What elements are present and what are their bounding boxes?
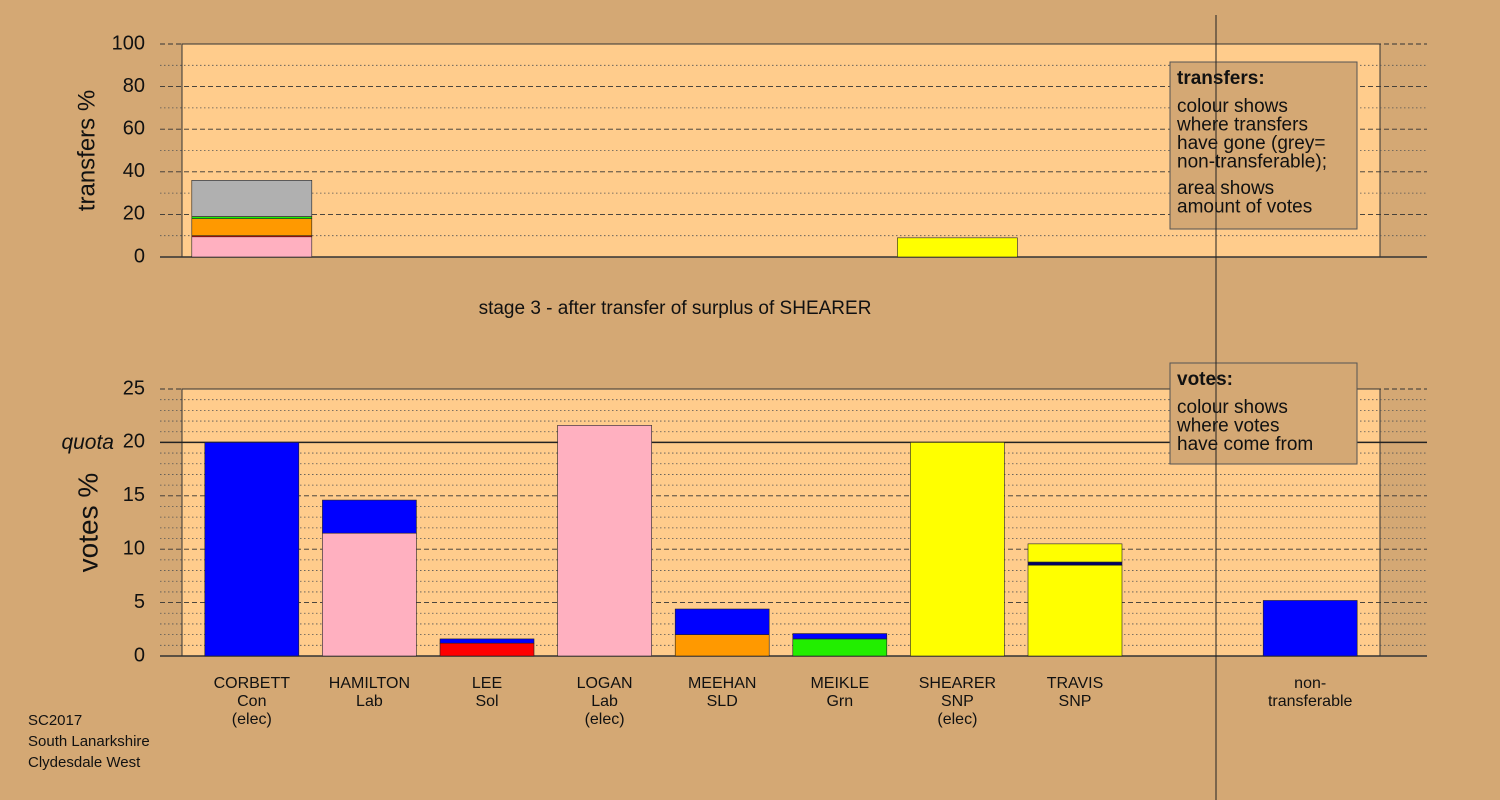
- y-tick-label: 0: [134, 245, 145, 267]
- x-tick-label: MEIKLE: [810, 675, 869, 692]
- y-tick-label: 10: [123, 537, 145, 559]
- x-tick-label: transferable: [1268, 693, 1353, 710]
- y-tick-label: 40: [123, 160, 145, 182]
- x-tick-label: non-: [1294, 675, 1326, 692]
- legend-box: [1169, 61, 1358, 230]
- legend-text: colour shows: [1177, 397, 1288, 418]
- bar-segment: [674, 608, 770, 635]
- bar-segment: [191, 218, 313, 237]
- x-tick-label: LEE: [472, 675, 502, 692]
- x-tick-label: SNP: [1059, 693, 1092, 710]
- x-tick-label: CORBETT: [214, 675, 291, 692]
- bar-segment: [557, 425, 652, 657]
- legend-text: colour shows: [1177, 96, 1288, 117]
- y-tick-label: 20: [123, 203, 145, 225]
- legend-text: amount of votes: [1177, 197, 1312, 218]
- y-axis-label: votes %: [72, 473, 103, 573]
- y-tick-label: 15: [123, 484, 145, 506]
- x-tick-label: Con: [237, 693, 266, 710]
- legend-text: where transfers: [1176, 115, 1308, 136]
- y-tick-label: 25: [123, 377, 145, 399]
- legend-text: have come from: [1177, 434, 1313, 455]
- stage-label: stage 3 - after transfer of surplus of S…: [479, 298, 872, 319]
- x-tick-label: SNP: [941, 693, 974, 710]
- x-tick-label: (elec): [937, 711, 977, 728]
- bar-segment: [792, 638, 888, 657]
- y-tick-label: 0: [134, 644, 145, 666]
- legend-title: transfers:: [1177, 68, 1265, 89]
- x-tick-label: LOGAN: [577, 675, 633, 692]
- x-tick-label: SHEARER: [919, 675, 996, 692]
- footer: South Lanarkshire: [28, 733, 150, 750]
- bar-segment: [1027, 564, 1123, 657]
- footer: SC2017: [28, 712, 82, 729]
- bar-segment: [1262, 600, 1358, 657]
- x-tick-label: SLD: [707, 693, 738, 710]
- bar-segment: [792, 633, 888, 640]
- bar-segment: [674, 634, 770, 657]
- y-axis-label: transfers %: [73, 90, 100, 211]
- x-tick-label: Lab: [591, 693, 618, 710]
- y-tick-label: 20: [123, 431, 145, 453]
- bar-segment: [439, 638, 535, 644]
- y-tick-label: 80: [123, 75, 145, 97]
- bar-segment: [1027, 561, 1123, 566]
- bar-segment: [1027, 543, 1123, 563]
- bar-segment: [439, 642, 535, 657]
- bar-segment: [910, 442, 1005, 657]
- bar-segment: [204, 442, 300, 657]
- x-tick-label: Lab: [356, 693, 383, 710]
- bar-segment: [897, 237, 1018, 258]
- legend-box: [1169, 362, 1358, 465]
- footer: Clydesdale West: [28, 754, 141, 771]
- bar-segment: [191, 216, 313, 219]
- bar-segment: [191, 180, 313, 217]
- bar-segment: [322, 532, 417, 657]
- legend-text: where votes: [1176, 416, 1279, 437]
- quota-label: quota: [61, 431, 114, 454]
- x-tick-label: Sol: [475, 693, 498, 710]
- x-tick-label: (elec): [232, 711, 272, 728]
- legend-text: have gone (grey=: [1177, 133, 1325, 154]
- bar-segment: [322, 499, 417, 534]
- y-tick-label: 60: [123, 117, 145, 139]
- legend-text: non-transferable);: [1177, 152, 1327, 173]
- x-tick-label: MEEHAN: [688, 675, 756, 692]
- x-tick-label: TRAVIS: [1047, 675, 1104, 692]
- y-tick-label: 5: [134, 591, 145, 613]
- legend-title: votes:: [1177, 369, 1233, 390]
- x-tick-label: Grn: [826, 693, 853, 710]
- x-tick-label: HAMILTON: [329, 675, 410, 692]
- legend-text: area shows: [1177, 178, 1274, 199]
- bar-segment: [191, 236, 313, 258]
- x-tick-label: (elec): [585, 711, 625, 728]
- y-tick-label: 100: [112, 32, 145, 54]
